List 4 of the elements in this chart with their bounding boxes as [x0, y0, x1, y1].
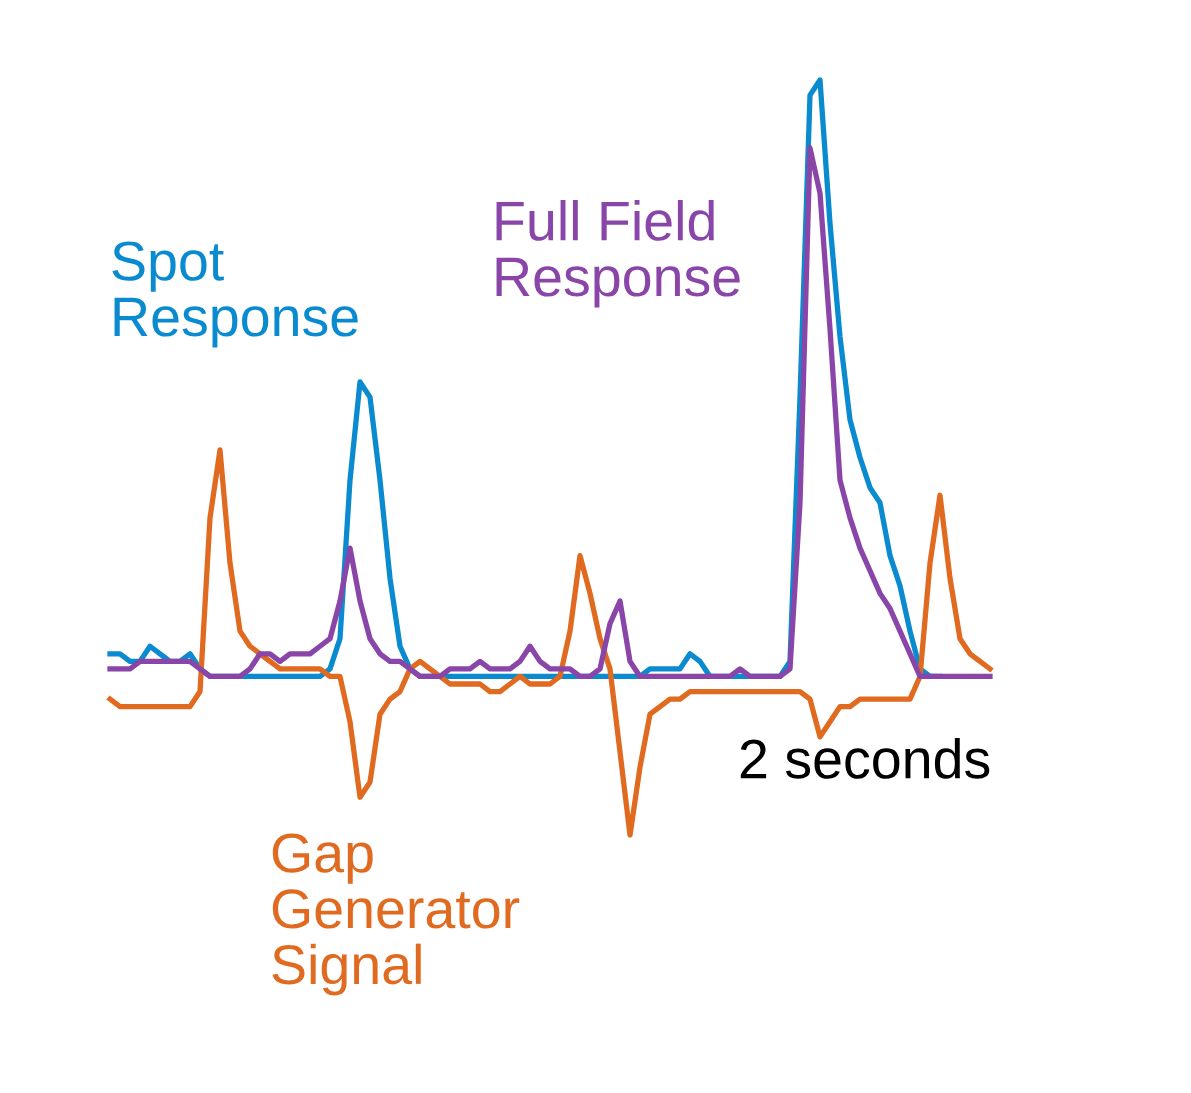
series-label: Full Field Response	[496, 200, 740, 308]
annotation: 2 seconds	[740, 738, 990, 779]
series-label: Spot Response	[112, 241, 358, 348]
series-label: Gap Generator Signal	[272, 833, 520, 996]
